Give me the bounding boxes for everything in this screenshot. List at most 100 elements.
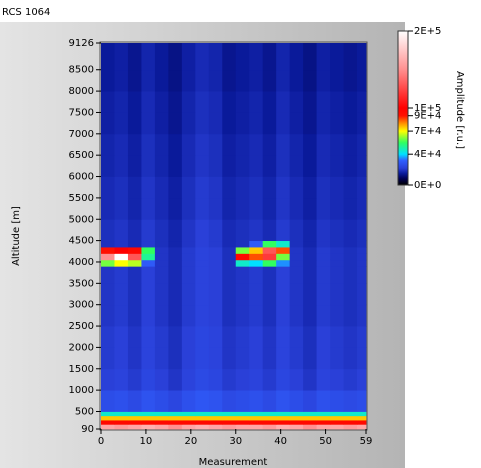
- heatmap-cell: [303, 219, 317, 242]
- heatmap-cell: [127, 253, 142, 261]
- heatmap-cell: [154, 415, 169, 421]
- heatmap-cell: [114, 326, 129, 348]
- heatmap-cell: [127, 247, 142, 254]
- heatmap-cell: [262, 197, 277, 220]
- heatmap-cell: [181, 347, 196, 370]
- heatmap-cell: [316, 347, 331, 370]
- heatmap-cell: [276, 259, 291, 267]
- heatmap-cell: [127, 133, 142, 156]
- heatmap-cell: [235, 219, 250, 242]
- heatmap-cell: [127, 411, 142, 417]
- heatmap-cell: [101, 283, 115, 306]
- heatmap-cell: [114, 112, 129, 135]
- heatmap-cell: [141, 266, 156, 284]
- heatmap-cell: [141, 176, 156, 199]
- heatmap-cell: [154, 133, 169, 156]
- heatmap-cell: [222, 415, 237, 421]
- heatmap-cell: [262, 283, 277, 306]
- heatmap-cell: [101, 240, 115, 248]
- heatmap-cell: [114, 91, 129, 113]
- heatmap-cell: [154, 368, 169, 391]
- heatmap-cell: [101, 219, 115, 242]
- heatmap-cell: [276, 240, 291, 248]
- heatmap-cell: [330, 197, 344, 220]
- heatmap-cell: [101, 112, 115, 135]
- heatmap-cell: [114, 219, 129, 242]
- heatmap-cell: [127, 240, 142, 248]
- heatmap-cell: [289, 411, 304, 417]
- heatmap-cell: [249, 112, 264, 135]
- heatmap-cell: [249, 69, 264, 92]
- heatmap-cell: [181, 155, 196, 177]
- heatmap-cell: [208, 219, 223, 242]
- heatmap-cell: [154, 69, 169, 92]
- colorbar-tick-label: 0E+0: [414, 180, 441, 191]
- heatmap-cell: [101, 43, 115, 71]
- heatmap-cell: [222, 347, 237, 370]
- heatmap-cell: [316, 415, 331, 421]
- heatmap-cell: [289, 91, 304, 113]
- heatmap-cell: [249, 390, 264, 412]
- heatmap-cell: [249, 424, 264, 430]
- heatmap-cell: [262, 155, 277, 177]
- heatmap-cell: [127, 266, 142, 284]
- heatmap-cell: [168, 266, 183, 284]
- heatmap-cell: [101, 411, 115, 417]
- heatmap-cell: [303, 240, 317, 248]
- heatmap-cell: [181, 304, 196, 327]
- heatmap-cell: [114, 283, 129, 306]
- heatmap-cell: [262, 240, 277, 248]
- heatmap-cell: [141, 283, 156, 306]
- heatmap-cell: [343, 240, 358, 248]
- heatmap-cell: [181, 43, 196, 71]
- heatmap-cell: [316, 266, 331, 284]
- heatmap-cell: [235, 283, 250, 306]
- heatmap-cell: [127, 390, 142, 412]
- heatmap-cell: [330, 415, 344, 421]
- heatmap-cell: [168, 197, 183, 220]
- heatmap-cell: [330, 326, 344, 348]
- y-tick-label: 2000: [69, 342, 94, 353]
- x-tick-label: 0: [98, 436, 104, 447]
- heatmap-cell: [276, 219, 291, 242]
- heatmap-cell: [235, 247, 250, 254]
- heatmap-cell: [235, 69, 250, 92]
- heatmap-cell: [357, 420, 367, 425]
- heatmap-cell: [262, 69, 277, 92]
- heatmap-cell: [181, 197, 196, 220]
- colorbar-label: Amplitude [r.u.]: [454, 71, 465, 149]
- heatmap-cell: [181, 253, 196, 261]
- heatmap-cell: [114, 176, 129, 199]
- heatmap-cell: [289, 347, 304, 370]
- heatmap-cell: [235, 420, 250, 425]
- heatmap-cell: [101, 420, 115, 425]
- heatmap-cell: [154, 155, 169, 177]
- heatmap-cell: [114, 69, 129, 92]
- heatmap-cell: [249, 411, 264, 417]
- heatmap-cell: [289, 424, 304, 430]
- heatmap-cell: [262, 415, 277, 421]
- heatmap-cell: [127, 326, 142, 348]
- heatmap-cell: [316, 247, 331, 254]
- heatmap-cell: [343, 266, 358, 284]
- heatmap-cell: [168, 259, 183, 267]
- heatmap-cell: [222, 43, 237, 71]
- heatmap-cell: [181, 326, 196, 348]
- heatmap-cell: [330, 259, 344, 267]
- heatmap-cell: [303, 91, 317, 113]
- heatmap-cell: [168, 424, 183, 430]
- heatmap-cell: [289, 240, 304, 248]
- heatmap-cell: [208, 304, 223, 327]
- heatmap-cell: [208, 424, 223, 430]
- heatmap-cell: [141, 69, 156, 92]
- heatmap-cell: [330, 368, 344, 391]
- heatmap-cell: [303, 347, 317, 370]
- heatmap-cell: [114, 368, 129, 391]
- y-tick-label: 8500: [69, 65, 94, 76]
- y-axis-label: Altitude [m]: [11, 206, 22, 266]
- colorbar: [397, 30, 409, 186]
- heatmap-cell: [168, 133, 183, 156]
- heatmap-cell: [357, 197, 367, 220]
- y-tick-label: 7000: [69, 129, 94, 140]
